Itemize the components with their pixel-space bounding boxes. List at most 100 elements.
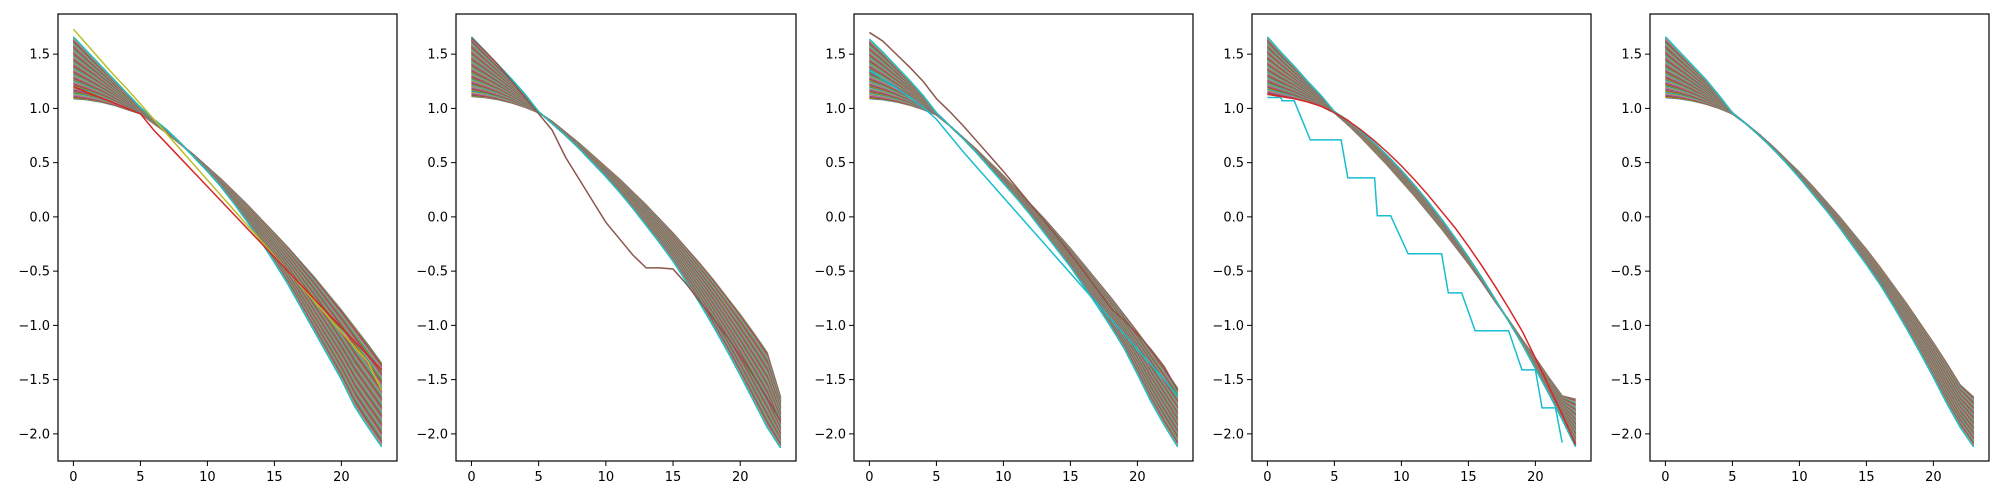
y-tick-label: 0.5	[1621, 156, 1642, 171]
x-tick-label: 20	[1925, 470, 1942, 485]
series-line	[471, 57, 782, 431]
series-line	[1266, 58, 1577, 429]
series-line	[1665, 66, 1975, 423]
y-tick-label: 1.0	[1223, 102, 1244, 117]
subplot-panels: 0 5 10 15 20 1.5 1.0 0.5 0.0 −0.5 −1.0 −1.5 −2.0 0 5 10…	[18, 13, 1990, 485]
series-line	[470, 36, 782, 449]
highlighted-series-line	[869, 31, 1179, 391]
series-line	[471, 53, 782, 434]
series-line	[868, 53, 1179, 433]
series-line	[869, 64, 1179, 422]
series-line	[869, 66, 1179, 420]
plot-frame	[1251, 13, 1592, 462]
y-tick-label: −1.5	[1212, 373, 1244, 388]
x-tick-label: 15	[266, 470, 283, 485]
y-tick-label: −1.0	[814, 319, 846, 334]
y-tick-label: −1.0	[1212, 319, 1244, 334]
series-line	[471, 51, 782, 435]
highlighted-series-line	[1267, 96, 1563, 443]
y-tick-label: −2.0	[814, 427, 846, 442]
series-line	[1664, 50, 1975, 436]
x-tick-label: 5	[136, 470, 144, 485]
series-line	[470, 47, 782, 440]
series-line	[1665, 66, 1975, 423]
series-line	[1664, 51, 1975, 435]
y-tick-label: 1.0	[29, 102, 50, 117]
series-line	[1267, 76, 1577, 414]
series-line	[1267, 75, 1577, 415]
series-line	[471, 71, 782, 419]
series-lines	[72, 28, 383, 448]
series-line	[1664, 49, 1975, 437]
series-line	[1266, 46, 1577, 439]
series-line	[869, 66, 1179, 421]
series-line	[471, 66, 782, 422]
series-line	[1267, 60, 1577, 428]
series-line	[471, 60, 782, 428]
series-line	[868, 50, 1179, 436]
series-line	[869, 61, 1179, 425]
series-line	[1266, 59, 1577, 429]
series-line	[1664, 48, 1975, 438]
series-line	[471, 69, 782, 420]
series-line	[471, 56, 782, 432]
series-line	[471, 61, 782, 427]
series-line	[869, 59, 1179, 427]
x-tick-label: 20	[732, 470, 749, 485]
series-line	[869, 69, 1179, 418]
series-line	[1664, 50, 1975, 436]
series-line	[471, 49, 782, 437]
x-tick-label: 20	[333, 470, 350, 485]
series-line	[1267, 71, 1577, 419]
y-tick-label: 1.5	[1621, 48, 1642, 63]
series-line	[869, 58, 1179, 428]
series-line	[471, 59, 782, 429]
plot-frame	[455, 13, 797, 462]
series-line	[869, 65, 1179, 421]
series-line	[869, 57, 1179, 429]
x-tick-label: 0	[1263, 470, 1271, 485]
series-lines	[1266, 36, 1577, 448]
subplot-4: 0 5 10 15 20 1.5 1.0 0.5 0.0 −0.5 −1.0 −1.5 −2.0	[1212, 13, 1592, 485]
y-tick-label: −1.0	[18, 319, 50, 334]
series-line	[869, 63, 1179, 423]
series-line	[1267, 75, 1577, 416]
series-line	[1664, 36, 1975, 448]
series-line	[1266, 45, 1577, 440]
series-line	[1266, 36, 1577, 448]
series-line	[1266, 57, 1577, 430]
series-line	[1266, 60, 1577, 428]
series-line	[869, 64, 1179, 422]
x-tick-label: 10	[598, 470, 615, 485]
highlighted-series-line	[1267, 93, 1577, 446]
series-lines	[1664, 36, 1975, 448]
y-tick-label: −1.5	[814, 373, 846, 388]
y-tick-label: 0.0	[29, 210, 50, 225]
series-line	[1267, 71, 1577, 418]
series-lines	[470, 36, 782, 449]
y-tick-label: −1.0	[416, 319, 448, 334]
y-tick-label: −2.0	[416, 427, 448, 442]
subplot-5: 0 5 10 15 20 1.5 1.0 0.5 0.0 −0.5 −1.0 −1.5 −2.0	[1610, 13, 1990, 485]
x-tick-label: 0	[467, 470, 475, 485]
series-line	[1665, 64, 1975, 425]
y-tick-label: −1.5	[416, 373, 448, 388]
series-line	[1266, 54, 1577, 432]
x-tick-label: 0	[69, 470, 77, 485]
series-line	[471, 59, 782, 429]
highlighted-series-line	[470, 37, 782, 422]
x-tick-label: 15	[1062, 470, 1079, 485]
series-line	[868, 38, 1179, 448]
series-line	[471, 60, 782, 428]
series-line	[471, 69, 782, 420]
series-line	[869, 57, 1179, 429]
series-line	[1267, 79, 1576, 412]
series-line	[471, 70, 782, 419]
series-line	[1664, 47, 1975, 438]
series-line	[471, 64, 782, 425]
series-line	[1266, 47, 1577, 439]
y-tick-label: 0.5	[29, 156, 50, 171]
series-line	[1665, 65, 1975, 424]
series-line	[1266, 50, 1577, 436]
series-line	[1664, 54, 1975, 433]
